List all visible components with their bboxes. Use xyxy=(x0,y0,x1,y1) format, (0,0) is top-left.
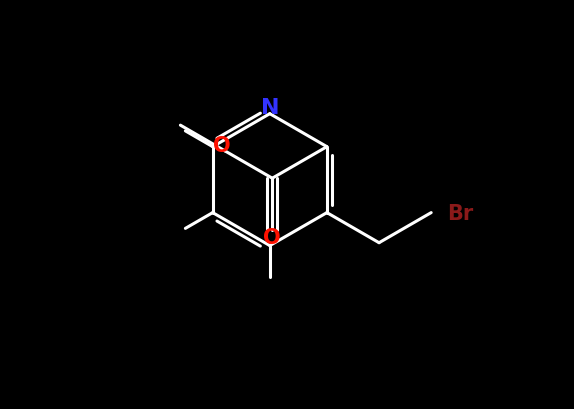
Text: O: O xyxy=(214,136,231,156)
Text: O: O xyxy=(263,228,281,248)
Text: N: N xyxy=(261,98,279,117)
Text: Br: Br xyxy=(447,203,474,223)
